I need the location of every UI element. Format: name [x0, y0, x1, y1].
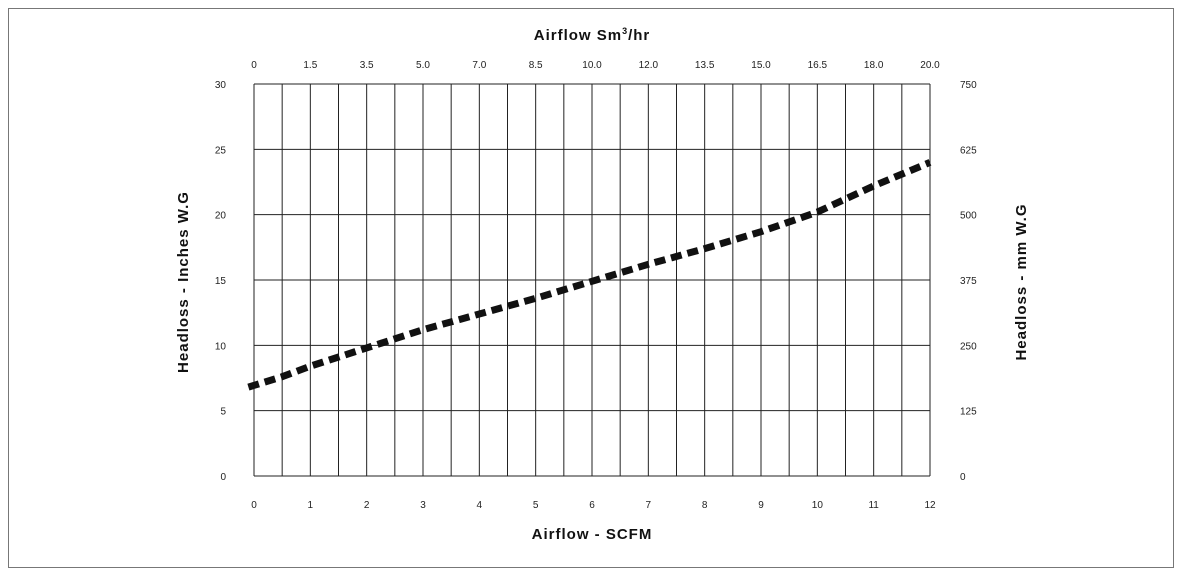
chart-series [247, 159, 932, 391]
x-tick-label: 12 [924, 500, 936, 511]
top-tick-label: 16.5 [808, 60, 828, 71]
x-tick-label: 3 [420, 500, 426, 511]
x-tick-label: 1 [308, 500, 314, 511]
y-right-tick-label: 375 [960, 276, 977, 287]
top-tick-label: 10.0 [582, 60, 602, 71]
top-tick-label: 1.5 [303, 60, 317, 71]
y-right-tick-label: 625 [960, 145, 977, 156]
y-left-tick-label: 5 [220, 407, 226, 418]
y-right-tick-label: 125 [960, 407, 977, 418]
y-right-tick-label: 0 [960, 472, 966, 483]
x-tick-label: 4 [477, 500, 483, 511]
x-tick-label: 6 [589, 500, 595, 511]
top-tick-label: 8.5 [529, 60, 543, 71]
top-tick-label: 3.5 [360, 60, 374, 71]
right-axis-title: Headloss - mm W.G [1013, 203, 1030, 360]
top-axis-title: Airflow Sm3/hr [534, 26, 651, 44]
chart-ticks: 0 1 2 3 4 5 6 7 8 9 10 11 120 1.5 3.5 5.0 7.0 8.5 10.0 12.0… [215, 60, 977, 511]
bottom-axis-title: Airflow - SCFM [532, 526, 653, 543]
top-tick-label: 13.5 [695, 60, 715, 71]
left-axis-title: Headloss - Inches W.G [175, 191, 192, 373]
top-tick-label: 12.0 [639, 60, 659, 71]
y-left-tick-label: 30 [215, 80, 227, 91]
y-left-tick-label: 15 [215, 276, 227, 287]
x-tick-label: 0 [251, 500, 257, 511]
x-tick-label: 7 [646, 500, 652, 511]
y-right-tick-label: 250 [960, 341, 977, 352]
y-left-tick-label: 20 [215, 211, 227, 222]
top-tick-label: 15.0 [751, 60, 771, 71]
top-tick-label: 20.0 [920, 60, 940, 71]
y-left-tick-label: 0 [220, 472, 226, 483]
x-tick-label: 2 [364, 500, 370, 511]
top-tick-label: 0 [251, 60, 257, 71]
x-tick-label: 9 [758, 500, 764, 511]
y-left-tick-label: 25 [215, 145, 227, 156]
top-tick-label: 7.0 [472, 60, 486, 71]
x-tick-label: 8 [702, 500, 708, 511]
y-left-tick-label: 10 [215, 341, 227, 352]
top-tick-label: 18.0 [864, 60, 884, 71]
x-tick-label: 10 [812, 500, 824, 511]
y-right-tick-label: 500 [960, 211, 977, 222]
headloss-series-line [247, 159, 932, 391]
top-tick-label: 5.0 [416, 60, 430, 71]
x-tick-label: 5 [533, 500, 539, 511]
x-tick-label: 11 [868, 500, 879, 511]
y-right-tick-label: 750 [960, 80, 977, 91]
